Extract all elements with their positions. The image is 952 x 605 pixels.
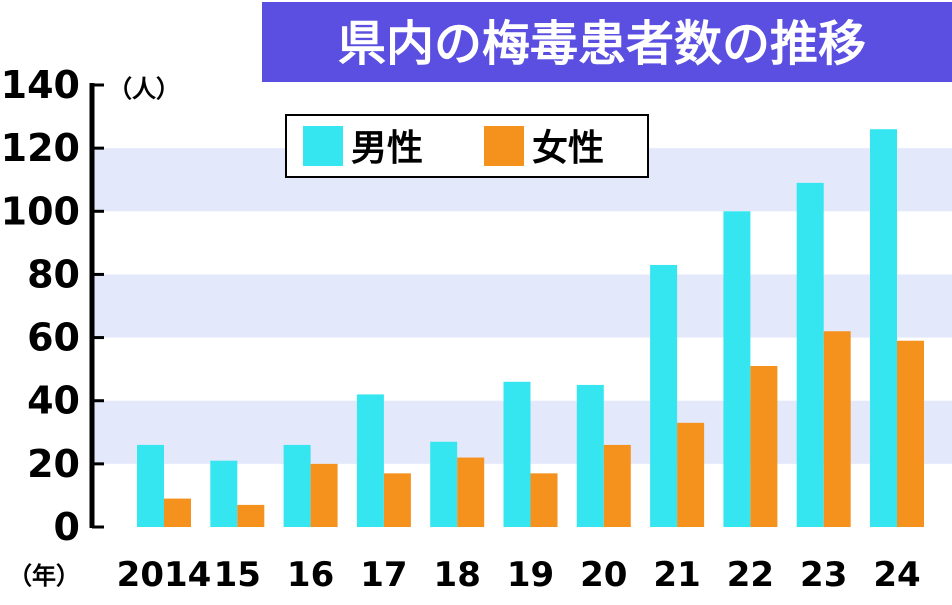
x-tick-label: 15 xyxy=(214,555,261,595)
x-tick-label: 20 xyxy=(580,555,627,595)
bar-female-19 xyxy=(530,473,558,527)
x-tick-label: 17 xyxy=(360,555,407,595)
x-tick-label: 23 xyxy=(800,555,847,595)
y-tick-label: 80 xyxy=(27,252,80,296)
y-tick-label: 40 xyxy=(27,379,80,423)
y-axis: 0 20 40 60 80 100 120 140 xyxy=(1,63,104,549)
legend: 男性 女性 xyxy=(285,114,649,178)
bar-male-19 xyxy=(503,381,531,527)
bar-male-18 xyxy=(430,441,458,527)
bar-male-15 xyxy=(210,460,238,527)
y-tick-label: 140 xyxy=(1,63,80,107)
x-axis: 2014 15 16 17 18 19 20 21 22 23 24 xyxy=(117,555,921,595)
legend-label-female: 女性 xyxy=(532,128,604,169)
bar-male-16 xyxy=(283,444,311,527)
x-tick-label: 16 xyxy=(287,555,334,595)
legend-label-male: 男性 xyxy=(351,128,423,169)
bar-female-20 xyxy=(603,444,631,527)
bar-female-2014 xyxy=(164,498,191,527)
x-tick-label: 22 xyxy=(727,555,774,595)
bar-male-17 xyxy=(356,394,384,527)
chart-title: 県内の梅毒患者数の推移 xyxy=(338,16,866,72)
bars xyxy=(137,129,924,528)
bar-female-22 xyxy=(750,365,778,527)
bar-female-16 xyxy=(310,463,338,527)
bar-male-24 xyxy=(870,129,897,527)
bar-female-24 xyxy=(897,340,924,527)
x-tick-label: 19 xyxy=(507,555,554,595)
bar-female-21 xyxy=(677,422,705,527)
x-tick-label: 2014 xyxy=(117,555,212,595)
legend-frame xyxy=(285,114,649,178)
bar-male-23 xyxy=(796,182,824,527)
y-tick-label: 100 xyxy=(1,189,80,233)
y-tick-label: 60 xyxy=(27,316,80,360)
x-tick-label: 18 xyxy=(434,555,481,595)
legend-swatch-female xyxy=(484,126,524,166)
y-tick-label: 120 xyxy=(1,126,80,170)
x-unit-label: （年） xyxy=(8,562,80,590)
bar-female-18 xyxy=(457,457,485,527)
x-tick-label: 21 xyxy=(653,555,700,595)
bar-female-23 xyxy=(823,331,851,527)
bar-male-21 xyxy=(650,264,678,527)
bar-female-17 xyxy=(383,473,411,527)
bar-male-22 xyxy=(723,211,751,528)
y-tick-label: 20 xyxy=(27,442,80,486)
bar-male-20 xyxy=(576,384,604,527)
y-unit-label: （人） xyxy=(108,75,180,103)
x-tick-label: 24 xyxy=(873,555,920,595)
bar-male-2014 xyxy=(137,444,164,527)
bar-female-15 xyxy=(237,504,265,527)
legend-swatch-male xyxy=(303,126,343,166)
title-background xyxy=(262,2,952,82)
y-tick-label: 0 xyxy=(54,505,80,549)
